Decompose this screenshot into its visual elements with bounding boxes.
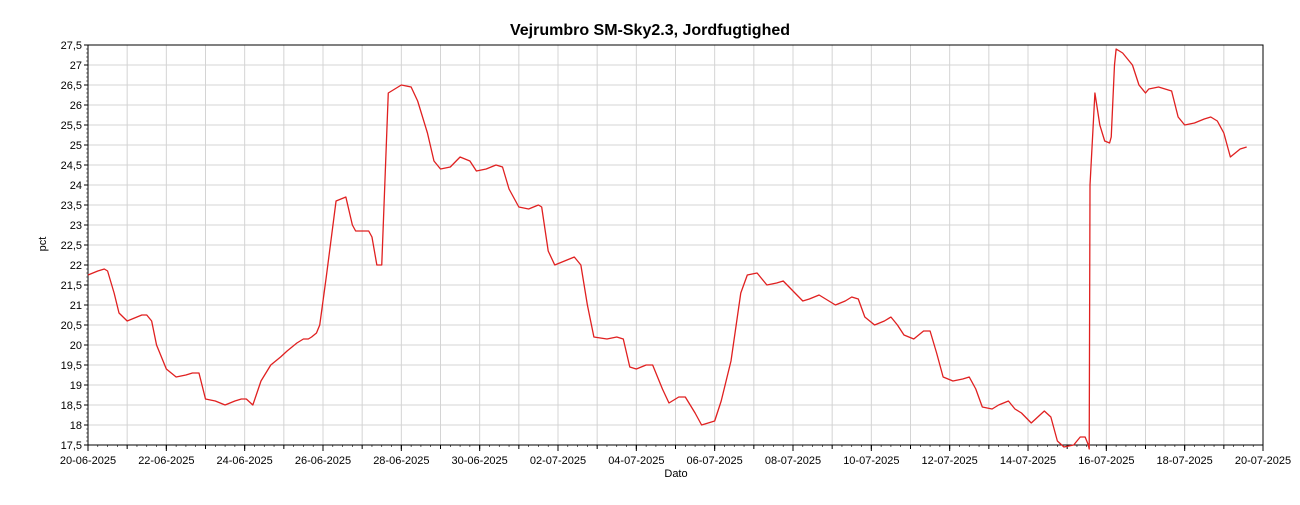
y-tick-label: 27,5 — [61, 40, 82, 52]
y-tick-label: 19,5 — [61, 360, 82, 372]
x-tick-label: 12-07-2025 — [922, 455, 978, 467]
y-tick-label: 17,5 — [61, 440, 82, 452]
x-axis-label: Dato — [664, 468, 687, 480]
series-line — [87, 48, 1247, 450]
y-tick-label: 22 — [70, 260, 82, 272]
x-tick-label: 18-07-2025 — [1157, 455, 1213, 467]
y-tick-label: 24 — [70, 180, 82, 192]
x-tick-label: 22-06-2025 — [138, 455, 194, 467]
x-tick-labels: 20-06-2025 22-06-2025 24-06-2025 26-06-2025… — [60, 455, 1291, 467]
y-tick-label: 25 — [70, 140, 82, 152]
x-tick-label: 10-07-2025 — [843, 455, 899, 467]
y-tick-label: 21 — [70, 300, 82, 312]
y-tick-label: 20,5 — [61, 320, 82, 332]
axes — [84, 44, 1264, 451]
series-layer — [87, 48, 1247, 450]
y-tick-label: 18 — [70, 420, 82, 432]
x-tick-label: 26-06-2025 — [295, 455, 351, 467]
y-tick-label: 19 — [70, 380, 82, 392]
x-tick-label: 14-07-2025 — [1000, 455, 1056, 467]
x-tick-label: 16-07-2025 — [1078, 455, 1134, 467]
x-tick-label: 06-07-2025 — [687, 455, 743, 467]
x-tick-label: 28-06-2025 — [373, 455, 429, 467]
x-tick-label: 04-07-2025 — [608, 455, 664, 467]
x-tick-label: 20-07-2025 — [1235, 455, 1291, 467]
y-tick-label: 20 — [70, 340, 82, 352]
x-tick-label: 08-07-2025 — [765, 455, 821, 467]
y-tick-label: 26 — [70, 100, 82, 112]
y-tick-label: 27 — [70, 60, 82, 72]
x-tick-label: 02-07-2025 — [530, 455, 586, 467]
plot-frame — [87, 44, 1264, 446]
y-axis-label: pct — [37, 237, 49, 252]
y-tick-label: 21,5 — [61, 280, 82, 292]
y-tick-labels: 17,5 18 18,5 19 19,5 20 20,5 21 21,5 22 22,5 23 23,5… — [61, 40, 82, 452]
y-tick-label: 24,5 — [61, 160, 82, 172]
y-tick-label: 18,5 — [61, 400, 82, 412]
chart-title: Vejrumbro SM-Sky2.3, Jordfugtighed — [510, 22, 790, 39]
y-tick-label: 25,5 — [61, 120, 82, 132]
x-tick-label: 20-06-2025 — [60, 455, 116, 467]
y-tick-label: 23 — [70, 220, 82, 232]
y-tick-label: 26,5 — [61, 80, 82, 92]
grid — [87, 44, 1264, 446]
y-tick-label: 22,5 — [61, 240, 82, 252]
y-tick-label: 23,5 — [61, 200, 82, 212]
x-tick-label: 30-06-2025 — [452, 455, 508, 467]
x-tick-label: 24-06-2025 — [217, 455, 273, 467]
